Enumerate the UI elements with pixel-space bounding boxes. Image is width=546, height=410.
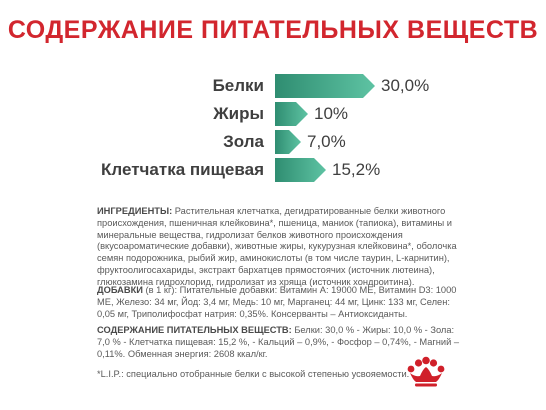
- additives-heading: ДОБАВКИ: [97, 285, 143, 295]
- bar-category-label: Белки: [212, 76, 264, 95]
- bar-row: Белки 30,0%: [0, 74, 546, 98]
- bar-value-label: 30,0%: [381, 76, 430, 95]
- page-title: СОДЕРЖАНИЕ ПИТАТЕЛЬНЫХ ВЕЩЕСТВ: [7, 16, 539, 44]
- bar-category-label: Зола: [223, 132, 264, 151]
- nutrient-bar-chart: Белки 30,0% Жиры 10% Зола 7,0% Клетчатка пищев…: [0, 74, 546, 194]
- crown-logo-svg: [407, 356, 445, 387]
- bar-row: Зола 7,0%: [0, 130, 546, 154]
- bar: [275, 158, 326, 182]
- nutrients-heading: СОДЕРЖАНИЕ ПИТАТЕЛЬНЫХ ВЕЩЕСТВ:: [97, 325, 292, 335]
- bar-value-label: 7,0%: [307, 132, 346, 151]
- bar-row: Жиры 10%: [0, 102, 546, 126]
- nutrients-text: Белки: 30,0 % - Жиры: 10,0 % - Зола: 7,0…: [97, 325, 460, 359]
- bar-category-label: Жиры: [213, 104, 264, 123]
- additives-text: (в 1 кг): Питательные добавки: Витамин A…: [97, 285, 457, 319]
- additives-block: ДОБАВКИ (в 1 кг): Питательные добавки: В…: [97, 285, 469, 320]
- footnote: *L.I.P.: специально отобранные белки с в…: [97, 369, 410, 379]
- bar-row: Клетчатка пищевая 15,2%: [0, 158, 546, 182]
- ingredients-block: ИНГРЕДИЕНТЫ: Растительная клетчатка, дег…: [97, 206, 469, 289]
- bar: [275, 130, 301, 154]
- bar-category-label: Клетчатка пищевая: [101, 160, 264, 179]
- bar: [275, 74, 375, 98]
- bar-value-label: 15,2%: [332, 160, 381, 179]
- royal-canin-crown-icon: [404, 355, 448, 389]
- ingredients-text: Растительная клетчатка, дегидратированны…: [97, 206, 457, 287]
- bar-value-label: 10%: [314, 104, 349, 123]
- bar: [275, 102, 308, 126]
- ingredients-heading: ИНГРЕДИЕНТЫ:: [97, 206, 173, 216]
- nutrients-block: СОДЕРЖАНИЕ ПИТАТЕЛЬНЫХ ВЕЩЕСТВ: Белки: 3…: [97, 325, 469, 360]
